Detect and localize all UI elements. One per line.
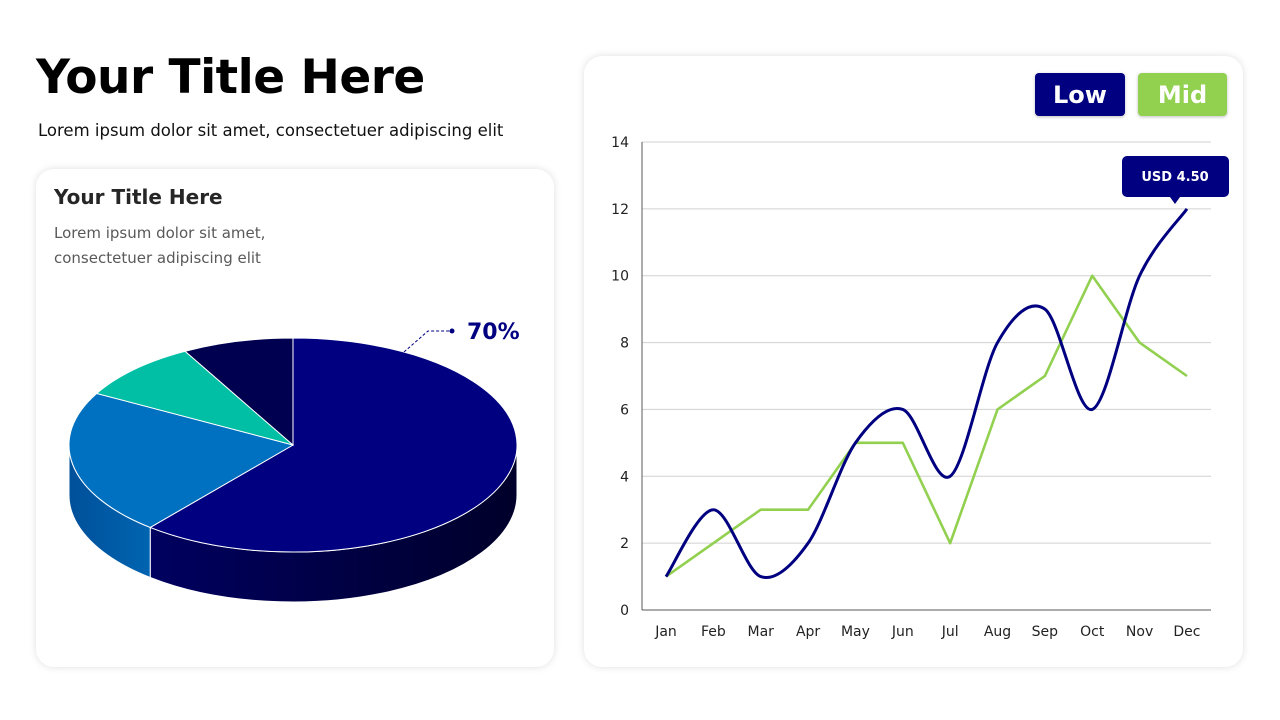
legend-mid-button[interactable]: Mid [1138, 73, 1227, 116]
pie-card-title: Your Title Here [54, 185, 223, 209]
line-chart-card: Low Mid [584, 56, 1243, 667]
pie-card-description: Lorem ipsum dolor sit amet, consectetuer… [54, 224, 266, 267]
page-title: Your Title Here [36, 50, 425, 105]
page-subtitle: Lorem ipsum dolor sit amet, consectetuer… [38, 121, 504, 140]
legend-low-button[interactable]: Low [1035, 73, 1125, 116]
pie-chart-card: Your Title Here Lorem ipsum dolor sit am… [36, 169, 554, 667]
